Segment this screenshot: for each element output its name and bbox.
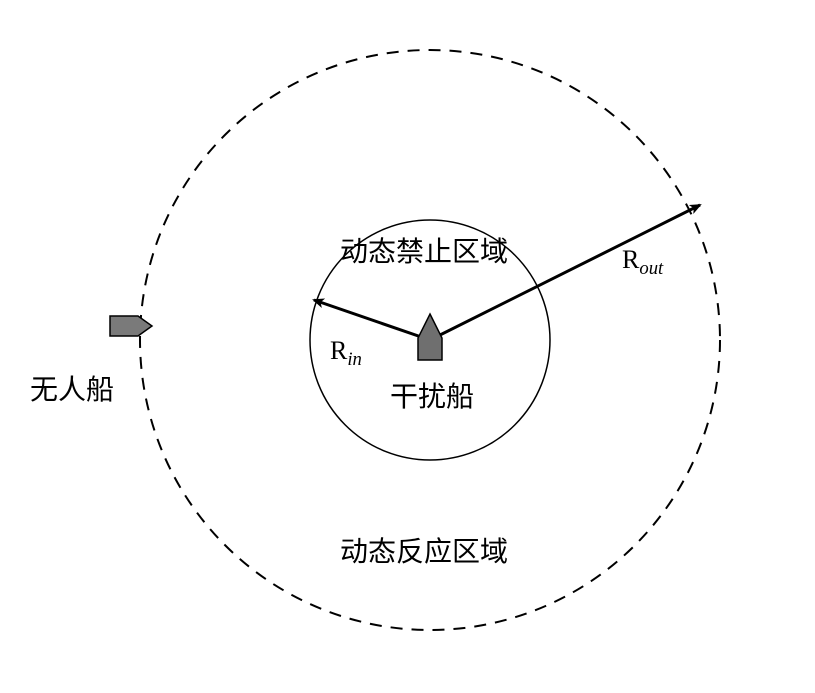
r-in-label: Rin (330, 336, 362, 371)
r-in-arrow (314, 300, 430, 340)
forbidden-zone-label: 动态禁止区域 (340, 230, 508, 270)
interference-ship-icon (418, 314, 442, 360)
reaction-zone-label: 动态反应区域 (340, 530, 508, 570)
diagram-canvas: 动态禁止区域 动态反应区域 无人船 干扰船 Rin Rout (0, 0, 815, 693)
usv-label: 无人船 (30, 368, 114, 408)
r-out-label: Rout (622, 245, 663, 280)
usv-ship-icon (110, 316, 152, 336)
diagram-svg (0, 0, 815, 693)
r-in-symbol: R (330, 336, 347, 365)
r-in-subscript: in (347, 349, 362, 370)
interference-label: 干扰船 (390, 375, 474, 415)
r-out-symbol: R (622, 245, 639, 274)
r-out-subscript: out (639, 258, 663, 279)
